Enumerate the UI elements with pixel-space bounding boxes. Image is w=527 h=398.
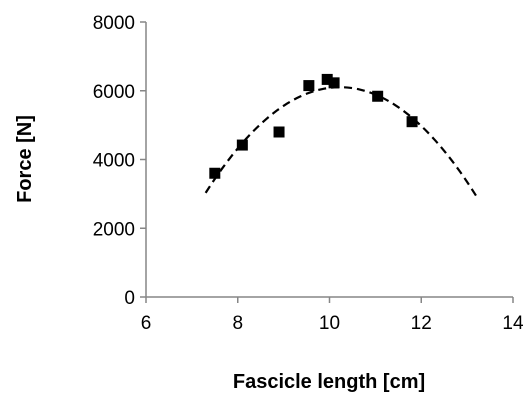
y-tick-label: 2000 bbox=[93, 219, 135, 240]
x-axis-title: Fascicle length [cm] bbox=[233, 371, 425, 393]
x-tick-label: 14 bbox=[502, 313, 524, 334]
x-tick-label: 10 bbox=[319, 313, 340, 334]
data-point bbox=[406, 116, 418, 128]
x-tick-label: 6 bbox=[141, 313, 152, 334]
data-points bbox=[209, 73, 418, 179]
y-tick-label: 4000 bbox=[93, 151, 135, 172]
axes: 0 2000 4000 6000 8000 6 8 10 12 14 bbox=[93, 13, 524, 334]
data-point bbox=[209, 167, 221, 179]
data-point bbox=[236, 139, 248, 151]
x-tick-label: 12 bbox=[411, 313, 432, 334]
y-tick-label: 8000 bbox=[93, 13, 135, 34]
data-point bbox=[321, 73, 333, 85]
x-tick-label: 8 bbox=[232, 313, 243, 334]
y-tick-label: 6000 bbox=[93, 82, 135, 103]
data-point bbox=[273, 126, 285, 138]
y-axis-title: Force [N] bbox=[14, 115, 36, 203]
data-point bbox=[328, 77, 340, 89]
data-point bbox=[372, 90, 384, 102]
data-point bbox=[303, 80, 315, 92]
y-tick-label: 0 bbox=[124, 288, 135, 309]
